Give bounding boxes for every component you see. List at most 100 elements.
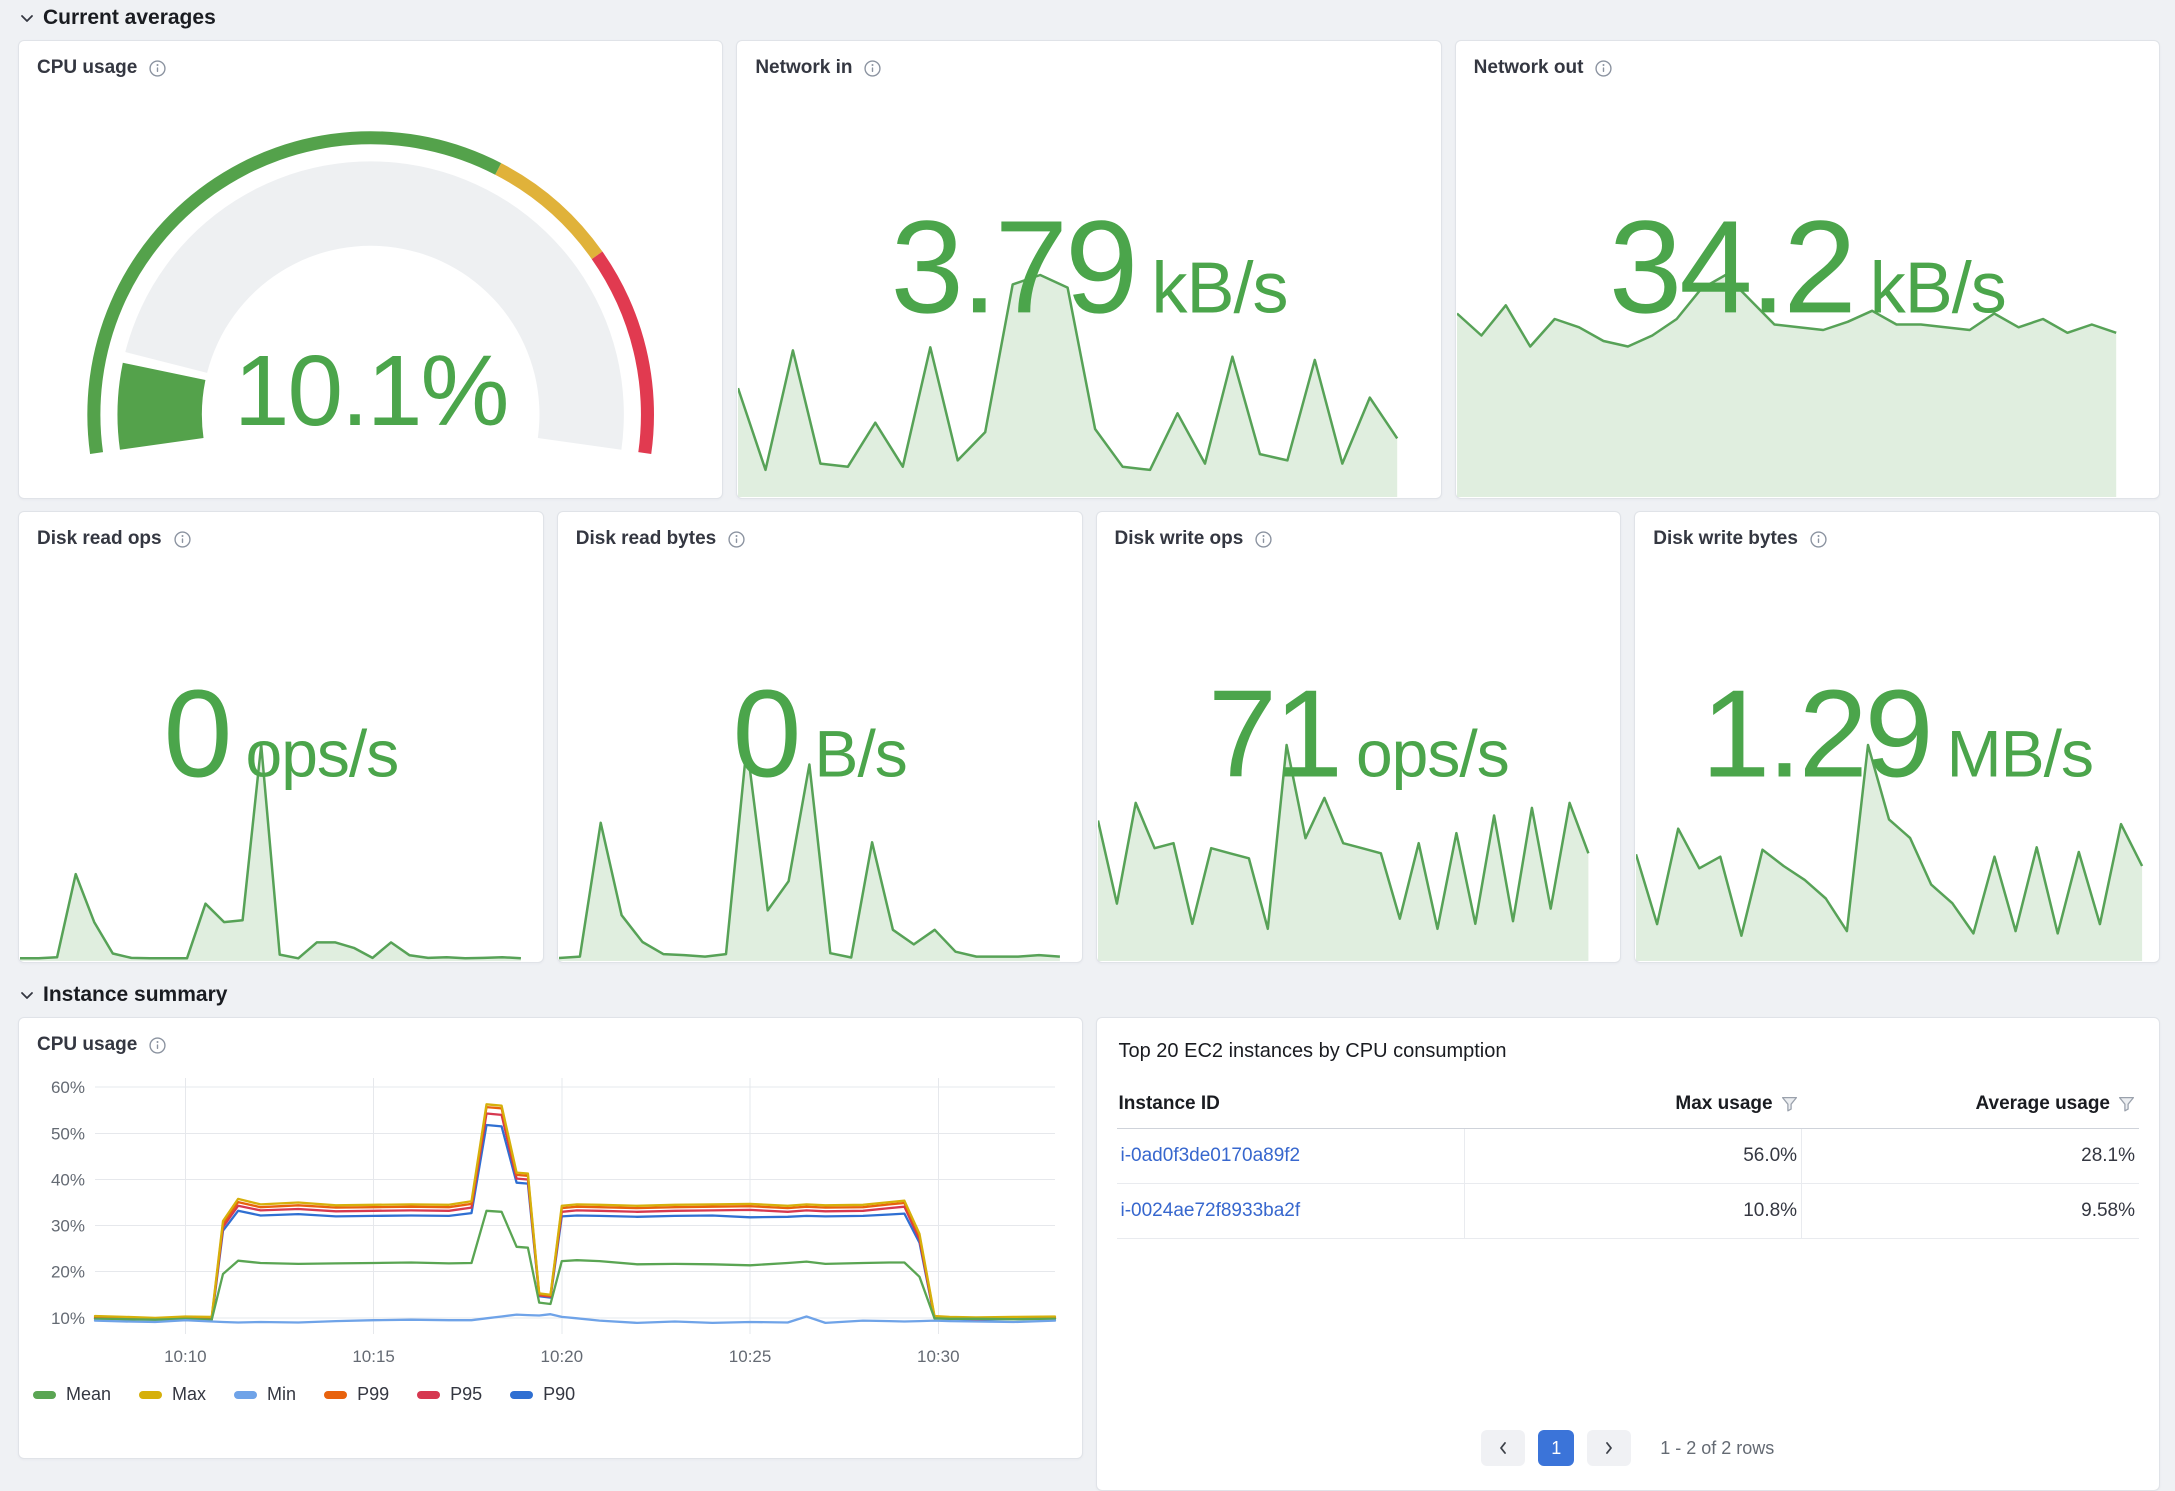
metric-value: 34.2 kB/s [1456, 200, 2159, 333]
info-icon[interactable] [173, 531, 191, 548]
metric-value: 0 B/s [558, 673, 1082, 797]
section-title: Instance summary [43, 983, 228, 1006]
chevron-right-icon [1606, 1442, 1613, 1454]
instance-link[interactable]: i-0ad0f3de0170a89f2 [1120, 1145, 1301, 1166]
table-row: i-0ad0f3de0170a89f2 56.0% 28.1% [1116, 1128, 2139, 1184]
instances-table: Instance ID Max usage Average usage i-0a… [1116, 1083, 2139, 1239]
cell-average-usage: 28.1% [1801, 1128, 2139, 1184]
cpu-gauge-chart: 10.1% [19, 83, 722, 485]
cell-max-usage: 10.8% [1463, 1183, 1802, 1239]
info-icon[interactable] [1595, 60, 1613, 77]
section-header-current-averages[interactable]: Current averages [20, 6, 2160, 30]
metric-unit: B/s [814, 716, 907, 791]
svg-text:10:10: 10:10 [164, 1347, 207, 1366]
panel-title: Disk read bytes [575, 528, 717, 549]
table-header-row: Instance ID Max usage Average usage [1116, 1083, 2139, 1129]
svg-text:50%: 50% [51, 1124, 85, 1143]
metric-number: 1.29 [1701, 665, 1933, 804]
info-icon[interactable] [1810, 531, 1827, 548]
panel-disk-write-ops: Disk write ops 71 ops/s [1095, 511, 1622, 963]
cell-max-usage: 56.0% [1463, 1128, 1802, 1184]
metric-number: 0 [732, 665, 801, 804]
panel-network-out: Network out 34.2 kB/s [1454, 40, 2160, 499]
previous-page-button[interactable] [1481, 1430, 1526, 1466]
svg-text:10:25: 10:25 [729, 1347, 772, 1366]
gauge-value: 10.1% [233, 335, 510, 447]
metric-number: 71 [1208, 665, 1343, 804]
sparkline [558, 743, 1060, 961]
chart-legend: Mean Max Min P99 P95 P90 [19, 1374, 1082, 1405]
col-header-average-usage[interactable]: Average usage [1801, 1083, 2139, 1129]
metric-value: 3.79 kB/s [737, 200, 1440, 333]
svg-text:10%: 10% [51, 1309, 85, 1328]
info-icon[interactable] [728, 531, 745, 548]
sparkline [20, 743, 521, 961]
svg-text:10:20: 10:20 [541, 1347, 584, 1366]
panel-title: CPU usage [37, 57, 138, 78]
legend-swatch [417, 1390, 441, 1399]
panel-cpu-usage-timeseries: CPU usage 10% 20% 30% 40% 50% 60% 10:10 10:15 10… [18, 1017, 1083, 1459]
legend-swatch [234, 1390, 258, 1399]
legend-item-min[interactable]: Min [234, 1384, 296, 1405]
pagination: 1 1 - 2 of 2 rows [1117, 1430, 2140, 1472]
legend-item-mean[interactable]: Mean [33, 1384, 111, 1405]
info-icon[interactable] [149, 60, 166, 77]
metric-number: 34.2 [1608, 192, 1857, 340]
panel-title: Disk read ops [37, 528, 162, 549]
panel-top-instances: Top 20 EC2 instances by CPU consumption … [1095, 1017, 2160, 1491]
metric-value: 71 ops/s [1097, 673, 1621, 797]
info-icon[interactable] [149, 1037, 166, 1054]
page-1-button[interactable]: 1 [1538, 1430, 1575, 1466]
legend-item-max[interactable]: Max [139, 1384, 206, 1405]
metric-unit: ops/s [1355, 716, 1510, 791]
svg-text:30%: 30% [51, 1217, 85, 1236]
legend-swatch [139, 1390, 163, 1399]
legend-item-p95[interactable]: P95 [417, 1384, 482, 1405]
metric-number: 0 [163, 665, 233, 804]
panel-disk-read-bytes: Disk read bytes 0 B/s [556, 511, 1083, 963]
sparkline [1456, 273, 2117, 497]
info-icon[interactable] [1255, 531, 1272, 548]
legend-item-p90[interactable]: P90 [510, 1384, 575, 1405]
panel-title: Disk write bytes [1653, 528, 1798, 549]
metric-number: 3.79 [890, 192, 1139, 340]
cell-average-usage: 9.58% [1801, 1183, 2139, 1239]
section-header-instance-summary[interactable]: Instance summary [20, 983, 2160, 1007]
svg-text:20%: 20% [51, 1263, 85, 1282]
metric-unit: kB/s [1869, 247, 2007, 328]
gauge [87, 131, 654, 454]
sparkline [738, 273, 1399, 497]
cpu-line-chart: 10% 20% 30% 40% 50% 60% 10:10 10:15 10:20 10:25 10… [51, 1078, 1057, 1366]
metric-unit: ops/s [245, 716, 399, 791]
info-icon[interactable] [864, 60, 882, 77]
panel-disk-read-ops: Disk read ops 0 ops/s [18, 511, 544, 963]
col-header-instance-id[interactable]: Instance ID [1116, 1083, 1465, 1129]
panel-network-in: Network in 3.79 kB/s [736, 40, 1442, 499]
legend-swatch [33, 1390, 56, 1399]
section-title: Current averages [43, 6, 216, 29]
panel-cpu-gauge: CPU usage 10.1% [18, 40, 724, 499]
svg-text:40%: 40% [51, 1170, 85, 1189]
filter-icon [1781, 1096, 1797, 1112]
sparkline [1636, 743, 2144, 961]
panel-title: Disk write ops [1114, 528, 1244, 549]
next-page-button[interactable] [1587, 1430, 1632, 1466]
chevron-left-icon [1500, 1442, 1507, 1454]
sparkline [1097, 743, 1590, 961]
metric-value: 1.29 MB/s [1635, 673, 2159, 797]
cell-instance-id: i-0024ae72f8933ba2f [1116, 1183, 1465, 1239]
col-header-max-usage[interactable]: Max usage [1464, 1083, 1802, 1129]
metric-value: 0 ops/s [19, 673, 543, 797]
legend-swatch [510, 1390, 534, 1399]
panel-title: CPU usage [37, 1034, 138, 1055]
table-title: Top 20 EC2 instances by CPU consumption [1118, 1040, 1507, 1062]
legend-swatch [324, 1390, 348, 1399]
legend-item-p99[interactable]: P99 [324, 1384, 389, 1405]
svg-text:60%: 60% [51, 1078, 85, 1097]
table-row: i-0024ae72f8933ba2f 10.8% 9.58% [1116, 1183, 2139, 1239]
svg-text:10:15: 10:15 [353, 1347, 396, 1366]
panel-disk-write-bytes: Disk write bytes 1.29 MB/s [1634, 511, 2160, 963]
instance-link[interactable]: i-0024ae72f8933ba2f [1120, 1200, 1301, 1221]
metric-unit: MB/s [1946, 716, 2094, 791]
